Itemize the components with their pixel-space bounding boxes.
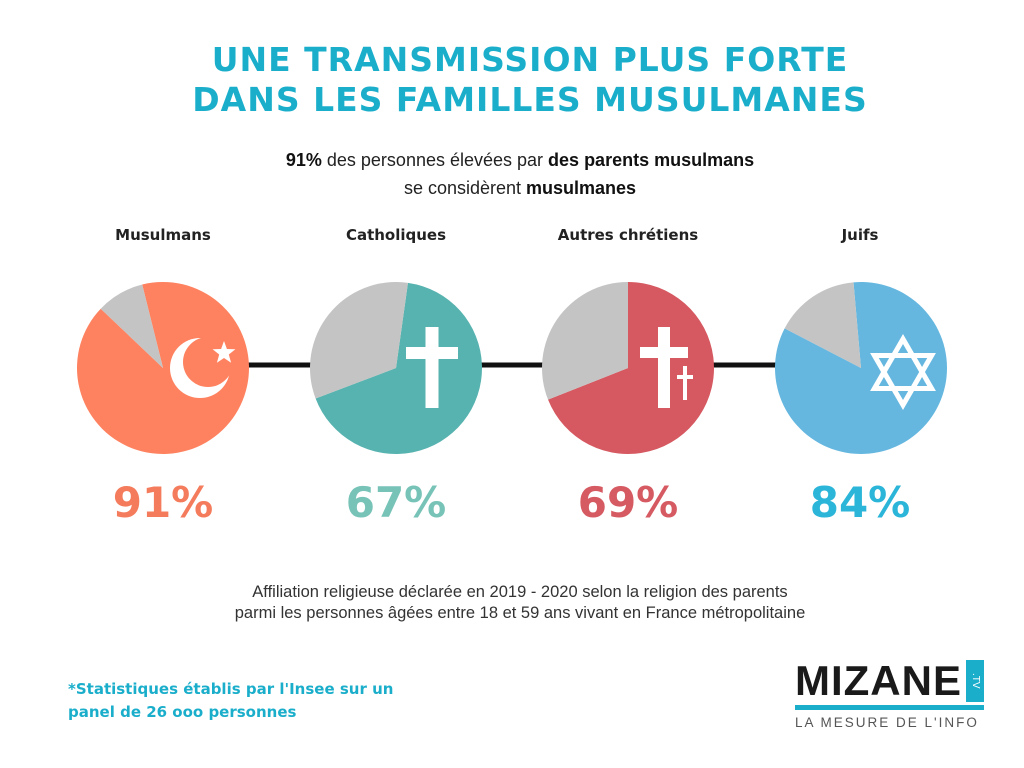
footnote: *Statistiques établis par l'Insee sur un… [68, 678, 393, 724]
subtitle-text: des personnes élevées par [321, 150, 549, 170]
double-cross-icon [640, 327, 693, 408]
value-label: 67% [345, 478, 447, 527]
category-label: Juifs [841, 226, 879, 244]
star-of-david-icon [870, 334, 936, 410]
category-label: Catholiques [345, 226, 447, 244]
category-label: Musulmans [115, 226, 211, 244]
category-label: Autres chrétiens [557, 226, 699, 244]
subtitle: 91% des personnes élevées par des parent… [0, 146, 1024, 202]
pie-slice-remainder [784, 282, 861, 368]
logo-row: MIZANE .TV [795, 660, 984, 702]
mizane-logo: MIZANE .TV LA MESURE DE L'INFO [795, 660, 984, 730]
title-line-1: UNE TRANSMISSION PLUS FORTE [211, 40, 849, 79]
logo-name: MIZANE [795, 657, 962, 704]
pie-slice-remainder [542, 282, 628, 400]
subtitle-bold: des parents musulmans [548, 150, 755, 170]
crescent-star-icon [170, 337, 236, 398]
title-line-2: DANS LES FAMILLES MUSULMANES [192, 80, 868, 119]
value-label: 84% [809, 478, 911, 527]
cross-icon [406, 327, 458, 408]
subtitle-pct: 91% [285, 150, 322, 170]
page-title: UNE TRANSMISSION PLUS FORTE DANS LES FAM… [0, 40, 1024, 120]
subtitle-text-2: se considèrent [403, 178, 527, 198]
note-line-2: parmi les personnes âgées entre 18 et 59… [234, 604, 806, 622]
logo-tagline: LA MESURE DE L'INFO [795, 715, 979, 730]
note-line-1: Affiliation religieuse déclarée en 2019 … [252, 583, 788, 601]
pie-slice-remainder [100, 284, 163, 368]
footnote-line-2: panel de 26 ooo personnes [68, 703, 297, 721]
pie-slice-remainder [310, 281, 408, 399]
footnote-line-1: *Statistiques établis par l'Insee sur un [68, 680, 394, 698]
logo-bar [795, 705, 984, 710]
logo-tv: .TV [966, 660, 984, 702]
subtitle-bold-2: musulmanes [526, 178, 637, 198]
pie-slice-catholiques [315, 282, 482, 454]
value-label: 91% [112, 478, 214, 527]
pie-slice-autres-chrétiens [548, 282, 715, 454]
chart-note: Affiliation religieuse déclarée en 2019 … [0, 582, 1024, 624]
value-label: 69% [577, 478, 679, 527]
